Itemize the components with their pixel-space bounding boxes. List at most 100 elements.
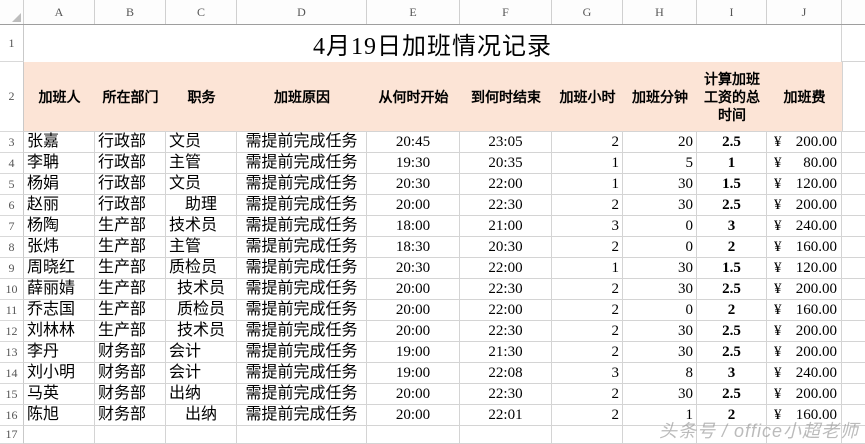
cell-E16[interactable]: 20:00 [367,405,460,426]
cell-F7[interactable]: 21:00 [460,216,552,237]
cell-D7[interactable]: 需提前完成任务 [237,216,367,237]
cell-D9[interactable]: 需提前完成任务 [237,258,367,279]
cell-A11[interactable]: 乔志国 [24,300,95,321]
cell-E6[interactable]: 20:00 [367,195,460,216]
cell-C16[interactable]: 出纳 [166,405,237,426]
row-number-3[interactable]: 3 [0,132,24,153]
cell-J8[interactable]: ¥160.00 [767,237,842,258]
cell-F16[interactable]: 22:01 [460,405,552,426]
cell-D15[interactable]: 需提前完成任务 [237,384,367,405]
cell-E15[interactable]: 20:00 [367,384,460,405]
cell-A14[interactable]: 刘小明 [24,363,95,384]
cell-B10[interactable]: 生产部 [95,279,166,300]
cell-D6[interactable]: 需提前完成任务 [237,195,367,216]
cell-A3[interactable]: 张嘉 [24,132,95,153]
select-all-corner[interactable] [0,0,24,24]
sheet-title[interactable]: 4月19日加班情况记录 [24,25,842,62]
row-number-4[interactable]: 4 [0,153,24,174]
cell-E10[interactable]: 20:00 [367,279,460,300]
cell-C15[interactable]: 出纳 [166,384,237,405]
cell-F10[interactable]: 22:30 [460,279,552,300]
cell-J5[interactable]: ¥120.00 [767,174,842,195]
cell-H6[interactable]: 30 [623,195,697,216]
cell-A17[interactable] [24,426,95,444]
cell-F11[interactable]: 22:00 [460,300,552,321]
cell-B16[interactable]: 财务部 [95,405,166,426]
cell-I6[interactable]: 2.5 [697,195,767,216]
cell-B8[interactable]: 生产部 [95,237,166,258]
cell-I15[interactable]: 2.5 [697,384,767,405]
cell-C9[interactable]: 质检员 [166,258,237,279]
header-cell-overtime-person[interactable]: 加班人 [24,62,95,132]
cell-F5[interactable]: 22:00 [460,174,552,195]
cell-C5[interactable]: 文员 [166,174,237,195]
cell-J12[interactable]: ¥200.00 [767,321,842,342]
cell-A15[interactable]: 马英 [24,384,95,405]
cell-D12[interactable]: 需提前完成任务 [237,321,367,342]
cell-A9[interactable]: 周晓红 [24,258,95,279]
cell-G17[interactable] [552,426,623,444]
cell-A6[interactable]: 赵丽 [24,195,95,216]
cell-H8[interactable]: 0 [623,237,697,258]
cell-E7[interactable]: 18:00 [367,216,460,237]
cell-C3[interactable]: 文员 [166,132,237,153]
cell-J4[interactable]: ¥80.00 [767,153,842,174]
cell-D8[interactable]: 需提前完成任务 [237,237,367,258]
cell-J17[interactable] [767,426,842,444]
cell-I16[interactable]: 2 [697,405,767,426]
header-cell-start-time[interactable]: 从何时开始 [367,62,460,132]
cell-B13[interactable]: 财务部 [95,342,166,363]
row-number-5[interactable]: 5 [0,174,24,195]
cell-C10[interactable]: 技术员 [166,279,237,300]
column-header-E[interactable]: E [367,0,460,24]
cell-D4[interactable]: 需提前完成任务 [237,153,367,174]
cell-E4[interactable]: 19:30 [367,153,460,174]
header-cell-end-time[interactable]: 到何时结束 [460,62,552,132]
header-cell-department[interactable]: 所在部门 [95,62,166,132]
row-number-1[interactable]: 1 [0,25,24,62]
cell-H3[interactable]: 20 [623,132,697,153]
cell-A10[interactable]: 薛丽婧 [24,279,95,300]
cell-H14[interactable]: 8 [623,363,697,384]
cell-H7[interactable]: 0 [623,216,697,237]
cell-I9[interactable]: 1.5 [697,258,767,279]
header-cell-total-time[interactable]: 计算加班工资的总时间 [697,62,767,132]
cell-E5[interactable]: 20:30 [367,174,460,195]
cell-D13[interactable]: 需提前完成任务 [237,342,367,363]
row-number-2[interactable]: 2 [0,62,24,132]
cell-B11[interactable]: 生产部 [95,300,166,321]
row-number-9[interactable]: 9 [0,258,24,279]
cell-E9[interactable]: 20:30 [367,258,460,279]
cell-C7[interactable]: 技术员 [166,216,237,237]
cell-I7[interactable]: 3 [697,216,767,237]
cell-H5[interactable]: 30 [623,174,697,195]
row-number-16[interactable]: 16 [0,405,24,426]
cell-E11[interactable]: 20:00 [367,300,460,321]
cell-D3[interactable]: 需提前完成任务 [237,132,367,153]
column-header-B[interactable]: B [95,0,166,24]
cell-B3[interactable]: 行政部 [95,132,166,153]
cell-A4[interactable]: 李聃 [24,153,95,174]
cell-E17[interactable] [367,426,460,444]
cell-D10[interactable]: 需提前完成任务 [237,279,367,300]
cell-G14[interactable]: 3 [552,363,623,384]
column-header-A[interactable]: A [24,0,95,24]
cell-G8[interactable]: 2 [552,237,623,258]
cell-J13[interactable]: ¥200.00 [767,342,842,363]
cell-I17[interactable] [697,426,767,444]
row-number-17[interactable]: 17 [0,426,24,444]
cell-E13[interactable]: 19:00 [367,342,460,363]
cell-C8[interactable]: 主管 [166,237,237,258]
cell-G16[interactable]: 2 [552,405,623,426]
column-header-J[interactable]: J [767,0,842,24]
cell-I13[interactable]: 2.5 [697,342,767,363]
cell-C14[interactable]: 会计 [166,363,237,384]
cell-G3[interactable]: 2 [552,132,623,153]
cell-J9[interactable]: ¥120.00 [767,258,842,279]
cell-F4[interactable]: 20:35 [460,153,552,174]
cell-H13[interactable]: 30 [623,342,697,363]
column-header-D[interactable]: D [237,0,367,24]
cell-C4[interactable]: 主管 [166,153,237,174]
row-number-6[interactable]: 6 [0,195,24,216]
cell-J6[interactable]: ¥200.00 [767,195,842,216]
